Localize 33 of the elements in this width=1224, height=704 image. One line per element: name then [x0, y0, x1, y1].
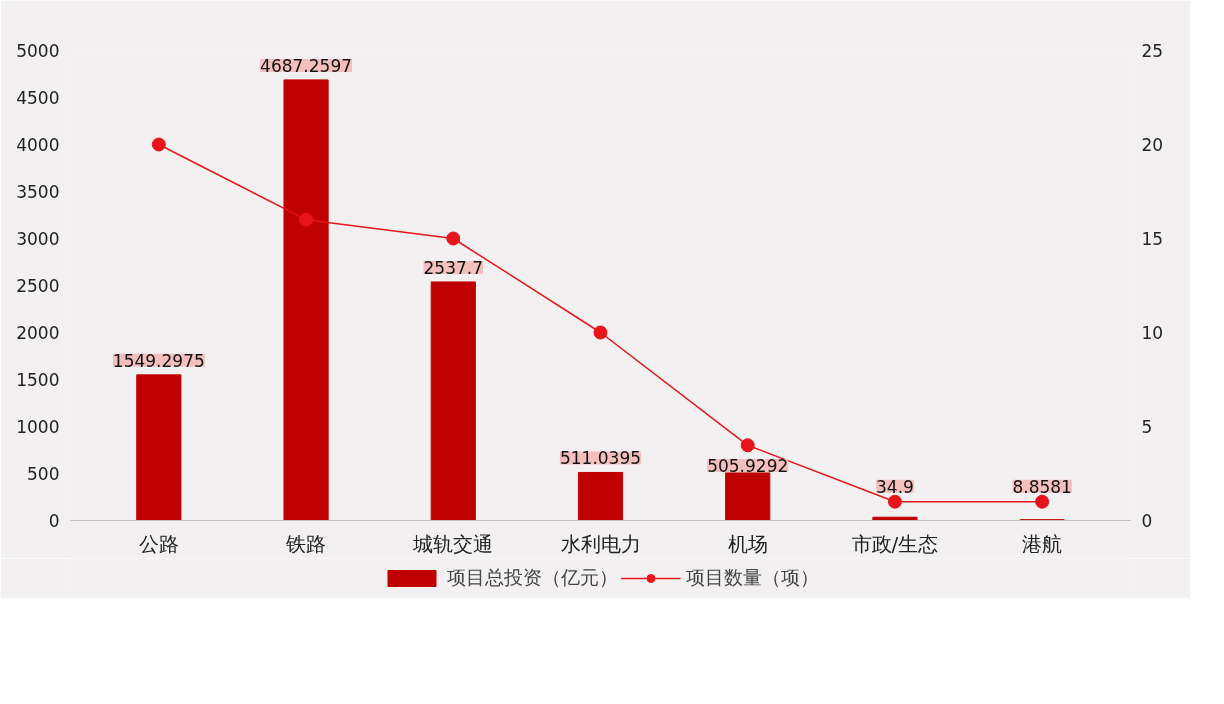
y2-tick-label: 5 — [1141, 417, 1153, 437]
legend-label: 项目数量（项） — [685, 565, 819, 590]
y2-tick-label: 25 — [1141, 41, 1164, 61]
y-tick-label: 500 — [27, 464, 60, 484]
y-tick-label: 4500 — [16, 88, 60, 108]
x-tick-label: 港航 — [1022, 531, 1063, 556]
y-tick-label: 2000 — [16, 323, 60, 343]
x-tick-label: 市政/生态 — [851, 531, 939, 556]
y-tick-label: 5000 — [16, 41, 60, 61]
data-label: 4687.2597 — [260, 55, 353, 76]
data-label: 511.0395 — [559, 448, 642, 469]
y2-tick-label: 0 — [1141, 511, 1153, 531]
x-tick-label: 铁路 — [285, 531, 327, 556]
y2-tick-label: 10 — [1141, 323, 1164, 343]
data-label: 8.8581 — [1012, 476, 1072, 497]
x-tick-label: 城轨交通 — [412, 531, 494, 556]
y2-tick-label: 20 — [1141, 135, 1164, 155]
y-tick-label: 3500 — [16, 182, 60, 202]
data-label: 505.9292 — [707, 455, 789, 476]
y-tick-label: 4000 — [16, 135, 60, 155]
y-tick-label: 1500 — [16, 370, 60, 390]
data-label: 2537.7 — [423, 257, 484, 278]
y-tick-label: 3000 — [16, 229, 60, 249]
legend-label: 项目总投资（亿元） — [446, 565, 618, 590]
y-tick-label: 1000 — [16, 417, 60, 437]
x-tick-label: 水利电力 — [560, 531, 641, 556]
x-tick-label: 机场 — [727, 531, 768, 556]
y2-tick-label: 15 — [1141, 229, 1164, 249]
data-label: 1549.2975 — [112, 350, 205, 371]
data-label: 34.9 — [876, 476, 914, 497]
x-tick-label: 公路 — [138, 531, 179, 556]
y-tick-label: 0 — [48, 511, 60, 531]
y-tick-label: 2500 — [16, 276, 60, 296]
